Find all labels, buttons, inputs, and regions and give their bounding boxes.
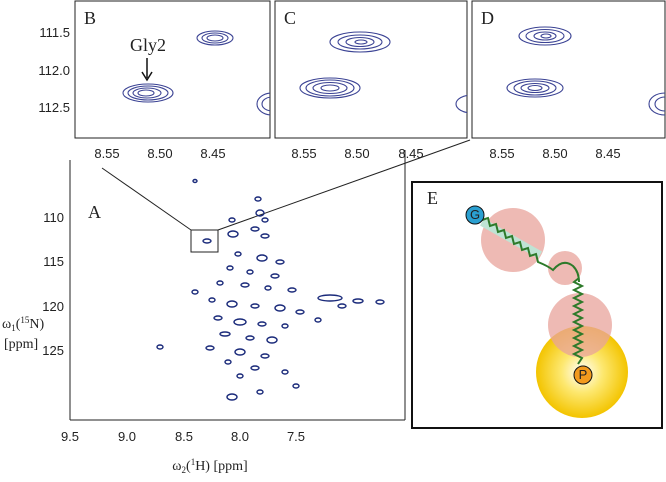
y-tick-label: 125: [42, 343, 64, 358]
annotation: Gly2: [130, 35, 166, 55]
x-tick-label: 8.50: [147, 146, 172, 161]
x-tick-label: 8.55: [94, 146, 119, 161]
y-axis-unit: [ppm]: [4, 337, 38, 352]
x-tick-label: 8.55: [489, 146, 514, 161]
y-tick-label: 115: [43, 254, 64, 269]
title-part: 1: [11, 323, 16, 333]
zoom-line: [217, 139, 471, 231]
c-terminus: [573, 365, 593, 385]
panel-b: B Gly2 8.55 8.50 8.45 111.5 112.0 112.5: [38, 0, 271, 161]
domain: [548, 251, 582, 285]
x-tick-label: 8.45: [398, 146, 423, 161]
helix: [571, 277, 585, 365]
contours: [299, 31, 467, 114]
zoom-box: [190, 229, 219, 253]
y-tick-label: 112.0: [38, 63, 70, 78]
x-axis-title: ω2(1H) [ppm]: [172, 457, 247, 475]
title-part: (: [16, 317, 21, 332]
n-terminus: [465, 205, 485, 225]
x-tick-label: 8.45: [595, 146, 620, 161]
x-tick-label: 8.55: [291, 146, 316, 161]
zoom-line: [101, 167, 192, 231]
y-axis-title: ω1(15N): [2, 315, 45, 333]
x-tick-label: 8.5: [175, 429, 193, 444]
helix: [481, 216, 580, 283]
x-tick-label: 9.5: [61, 429, 79, 444]
x-tick-label: 8.50: [344, 146, 369, 161]
contours: [122, 30, 270, 116]
title-part: 2: [182, 465, 187, 475]
frame: [74, 0, 271, 139]
title-part: 15: [20, 315, 30, 325]
frame: [471, 0, 666, 139]
y-tick-label: 112.5: [38, 100, 70, 115]
x-tick-label: 7.5: [287, 429, 305, 444]
panel-label: A: [88, 202, 101, 222]
x-tick-label: 8.45: [200, 146, 225, 161]
y-tick-label: 110: [43, 210, 64, 225]
frame: [274, 0, 468, 139]
title-part: H) [ppm]: [195, 459, 248, 474]
panel-label: D: [481, 8, 494, 28]
panel-label: B: [84, 8, 96, 28]
panel-d: D 8.55 8.50 8.45: [471, 0, 666, 161]
y-tick-label: 111.5: [39, 25, 70, 40]
y-tick-label: 120: [42, 299, 64, 314]
title-part: ω: [172, 459, 181, 474]
c-term-label: P: [579, 367, 588, 382]
x-tick-label: 8.0: [231, 429, 249, 444]
arrow-head: [141, 71, 153, 82]
contours: [506, 26, 665, 116]
panel-a: A 110 115 120 125 9.5 9.0 8.5 8.0 7.5 ω2…: [2, 139, 471, 475]
x-tick-label: 9.0: [118, 429, 136, 444]
title-part: ω: [2, 317, 11, 332]
peaks: [156, 178, 385, 401]
helix-shadow: [480, 218, 542, 259]
title-part: N): [29, 317, 44, 332]
panel-c: C 8.55 8.50 8.45: [274, 0, 468, 161]
n-term-label: G: [470, 207, 480, 222]
title-part: 1: [191, 457, 196, 467]
panel-e: G P E: [411, 181, 663, 429]
panel-label: E: [427, 188, 438, 208]
title-part: (: [186, 459, 191, 474]
panel-label: C: [284, 8, 296, 28]
x-tick-label: 8.50: [542, 146, 567, 161]
